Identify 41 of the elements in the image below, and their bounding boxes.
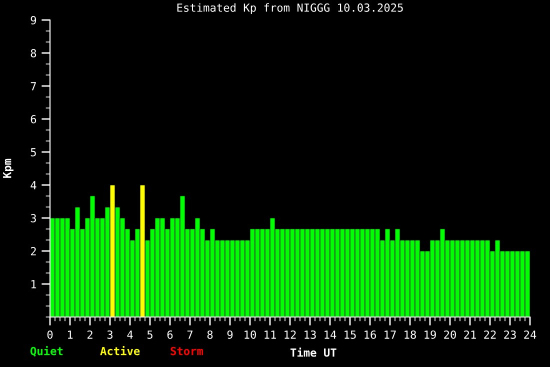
x-tick-label: 12 bbox=[284, 330, 296, 339]
x-tick-label: 23 bbox=[504, 330, 516, 339]
x-tick-label: 11 bbox=[264, 330, 276, 339]
y-tick-label: 3 bbox=[30, 214, 36, 222]
y-axis-title: Kpm bbox=[3, 158, 14, 178]
x-tick-label: 24 bbox=[524, 330, 536, 339]
y-tick-label: 9 bbox=[30, 16, 36, 24]
x-tick-label: 22 bbox=[484, 330, 496, 339]
x-tick-label: 14 bbox=[324, 330, 336, 339]
text: Active bbox=[100, 346, 140, 356]
x-tick-label: 3 bbox=[107, 330, 113, 339]
y-tick-label: 2 bbox=[30, 247, 36, 256]
x-tick-label: 8 bbox=[207, 330, 213, 339]
x-tick-label: 1 bbox=[68, 330, 73, 339]
x-tick-label: 16 bbox=[364, 330, 376, 339]
x-tick-label: 21 bbox=[464, 330, 476, 339]
x-tick-label: 17 bbox=[384, 330, 396, 339]
y-tick-label: 7 bbox=[30, 82, 36, 90]
x-tick-label: 2 bbox=[87, 330, 92, 339]
x-tick-label: 20 bbox=[444, 330, 456, 339]
x-tick-label: 4 bbox=[127, 330, 133, 339]
chart-title: Estimated Kp from NIGGG 10.03.2025 bbox=[177, 3, 403, 14]
x-tick-label: 19 bbox=[424, 330, 436, 339]
y-tick-label: 1 bbox=[31, 280, 36, 288]
x-tick-label: 7 bbox=[187, 330, 193, 339]
x-tick-label: 10 bbox=[244, 330, 256, 339]
legend-label: Storm bbox=[170, 346, 204, 356]
x-tick-label: 18 bbox=[404, 330, 416, 339]
x-tick-label: 5 bbox=[147, 330, 152, 339]
x-tick-label: 13 bbox=[304, 330, 316, 339]
x-tick-label: 9 bbox=[227, 330, 233, 339]
y-tick-label: 4 bbox=[30, 181, 36, 190]
y-tick-label: 5 bbox=[30, 148, 36, 156]
y-tick-label: 8 bbox=[30, 49, 36, 58]
text: Quiet bbox=[30, 346, 63, 357]
x-tick-label: 15 bbox=[344, 330, 356, 339]
y-tick-label: 6 bbox=[30, 115, 36, 124]
x-tick-label: 0 bbox=[47, 330, 53, 339]
bar bbox=[54, 218, 60, 317]
x-axis-title: Time UT bbox=[290, 348, 336, 357]
x-tick-label: 6 bbox=[167, 330, 173, 339]
